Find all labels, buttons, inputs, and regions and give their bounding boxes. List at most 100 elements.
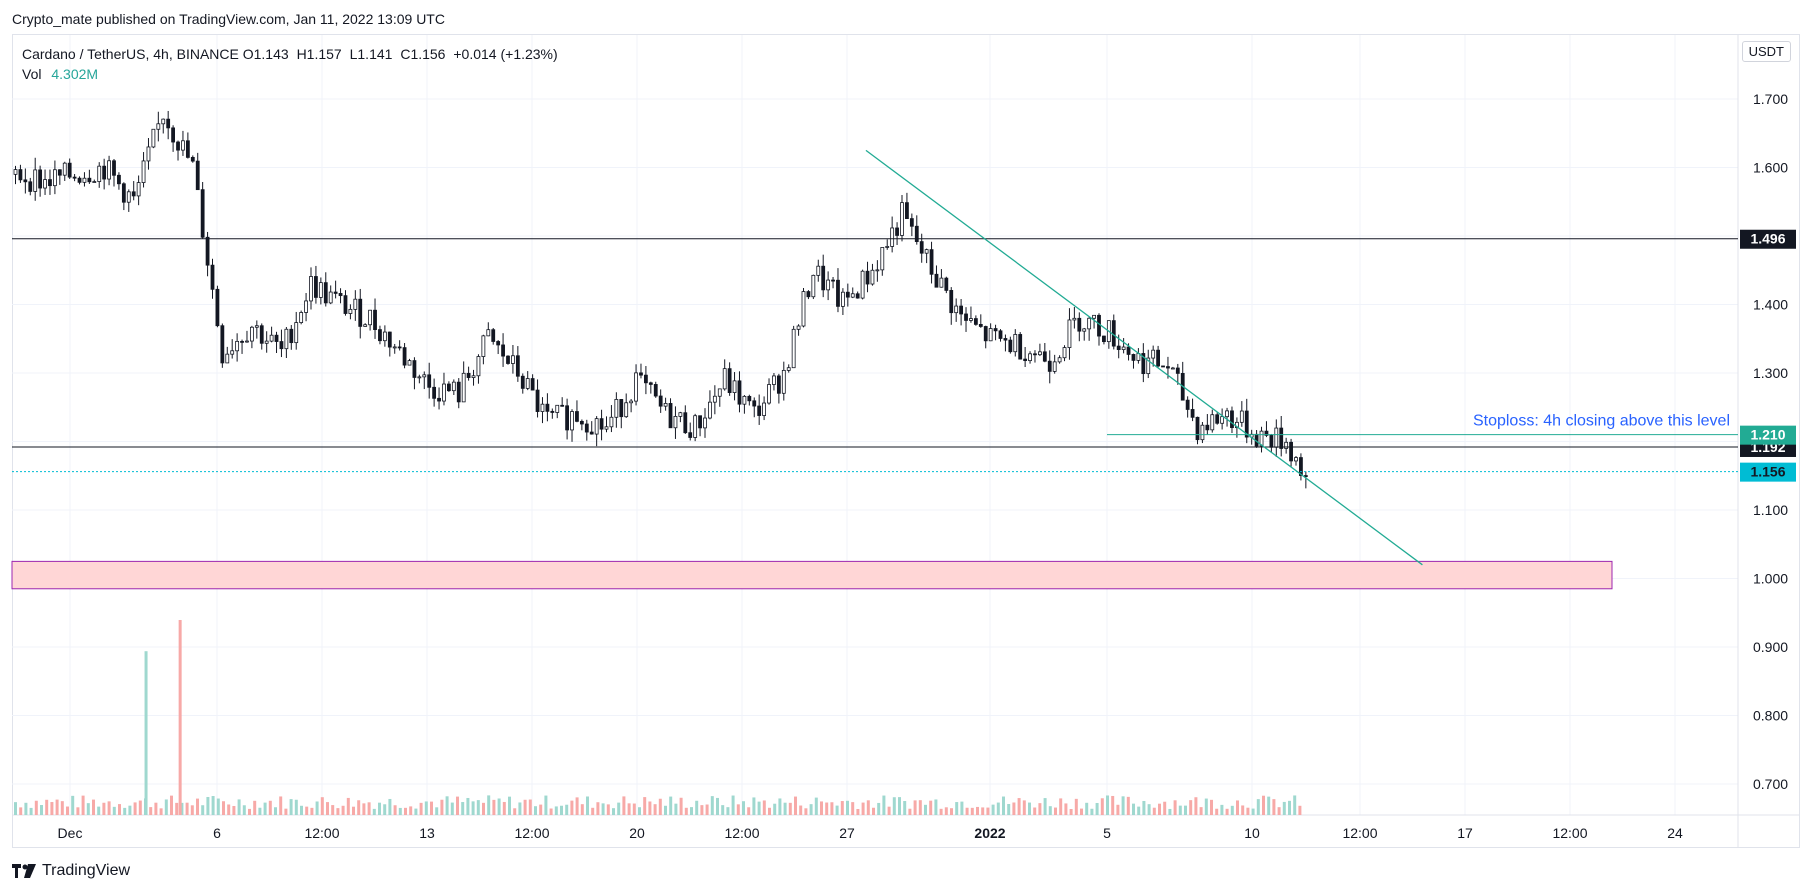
volume-bar: [1251, 808, 1255, 815]
volume-bar: [29, 807, 33, 815]
volume-bar: [336, 808, 340, 815]
candle-body: [747, 395, 752, 402]
candle-body: [67, 162, 72, 178]
volume-bar: [1230, 805, 1234, 815]
candle-body: [38, 169, 43, 189]
volume-bar: [227, 804, 231, 815]
candle-body: [584, 423, 589, 433]
candle-body: [373, 309, 377, 331]
candle-body: [1185, 399, 1190, 410]
y-tick-label: 1.400: [1753, 297, 1788, 313]
tradingview-logo[interactable]: TradingView: [12, 862, 130, 880]
candle-body: [131, 191, 136, 197]
candle-body: [875, 269, 880, 272]
candle-body: [392, 346, 397, 349]
volume-bar: [445, 796, 449, 815]
candle-body: [540, 403, 545, 412]
volume-bar: [1111, 795, 1115, 815]
volume-bar: [544, 795, 548, 815]
volume-bar: [118, 804, 121, 815]
candle-body: [1195, 416, 1200, 441]
candle-body: [506, 355, 510, 364]
volume-bar: [409, 806, 413, 815]
volume-bar: [253, 800, 257, 815]
volume-bar: [986, 807, 990, 815]
volume-bar: [866, 800, 870, 815]
candle-body: [323, 282, 328, 304]
candle-body: [195, 160, 200, 191]
candle-body: [274, 334, 279, 342]
candle-body: [604, 426, 609, 430]
candle-body: [939, 277, 944, 288]
candle-body: [914, 225, 919, 242]
candle-body: [437, 397, 441, 402]
candle-body: [1023, 358, 1028, 362]
volume-bar: [248, 808, 251, 815]
volume-bar: [123, 807, 127, 815]
candle-body: [1042, 351, 1047, 362]
volume-bar: [513, 808, 517, 815]
volume-bar: [674, 803, 678, 815]
candle-body: [1141, 353, 1146, 375]
level-price-label: 1.496: [1750, 231, 1785, 247]
support-zone[interactable]: [11, 560, 1613, 590]
volume-bar: [1132, 803, 1135, 815]
candle-body: [151, 128, 156, 148]
candle-body: [752, 400, 757, 407]
volume-bar: [1048, 806, 1052, 815]
candle-body: [1269, 434, 1274, 448]
candle-body: [688, 432, 693, 438]
candle-body: [1225, 410, 1229, 418]
volume-bar: [1215, 808, 1219, 815]
symbol-title[interactable]: Cardano / TetherUS, 4h, BINANCE: [22, 46, 239, 62]
volume-bar: [346, 797, 350, 815]
descending-trendline[interactable]: [865, 149, 1423, 566]
volume-bar: [40, 805, 43, 815]
candle-body: [1264, 430, 1269, 436]
candle-body: [397, 346, 402, 349]
volume-bar: [274, 807, 277, 815]
candle-body: [1003, 338, 1008, 341]
volume-bar: [180, 802, 184, 815]
volume-bar: [320, 797, 324, 815]
x-tick-label: 6: [213, 825, 221, 841]
volume-bar: [1028, 802, 1031, 815]
volume-bar: [388, 798, 392, 815]
volume-bar: [268, 800, 272, 815]
volume-bar: [279, 796, 283, 815]
attribution: Crypto_mate published on TradingView.com…: [12, 11, 445, 27]
candle-body: [309, 276, 313, 302]
volume-bar: [1012, 802, 1016, 815]
volume-bar: [164, 799, 168, 815]
volume-bar: [1173, 800, 1177, 815]
candle-body: [1151, 349, 1156, 359]
candle-body: [708, 401, 712, 419]
candle-body: [259, 325, 264, 344]
candle-body: [456, 381, 461, 403]
candle-body: [929, 249, 934, 275]
volume-bar: [398, 807, 402, 815]
volume-bar: [1085, 802, 1089, 815]
candle-body: [200, 189, 205, 238]
volume-bar: [66, 806, 69, 815]
candle-body: [836, 279, 840, 307]
candle-body: [811, 274, 816, 298]
candle-body: [1279, 427, 1284, 449]
candle-body: [964, 313, 968, 321]
candle-body: [318, 282, 323, 298]
volume-bar: [939, 808, 943, 815]
candle-body: [589, 431, 594, 435]
volume-bar: [996, 802, 1000, 815]
candle-body: [126, 191, 131, 203]
candle-body: [501, 344, 505, 357]
candle-body: [1239, 410, 1244, 423]
volume-bar: [653, 804, 657, 815]
candle-body: [909, 218, 914, 227]
candle-body: [87, 177, 92, 183]
volume-bar: [627, 803, 631, 815]
candle-body: [190, 156, 195, 162]
candle-body: [619, 399, 624, 418]
currency-unit-button[interactable]: USDT: [1741, 41, 1791, 62]
candle-body: [1170, 367, 1175, 370]
